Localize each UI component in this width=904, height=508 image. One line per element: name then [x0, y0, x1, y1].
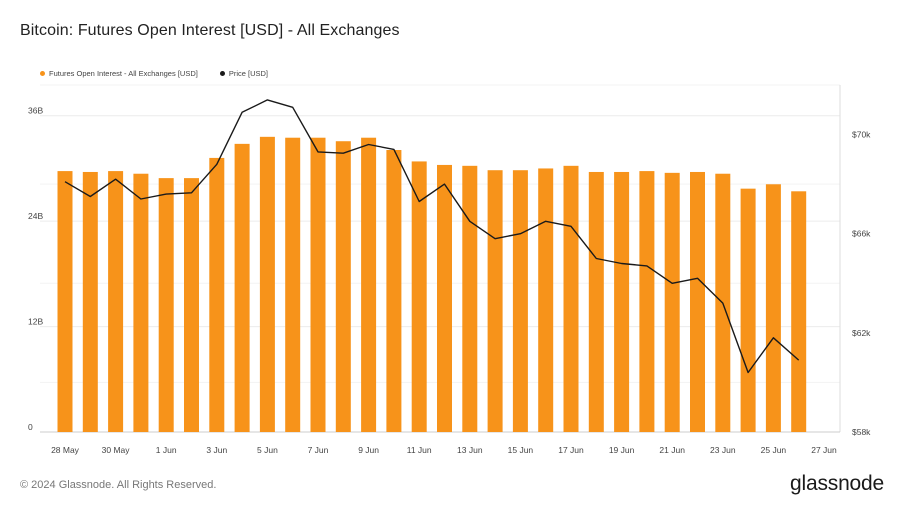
- y-tick-label-right: $66k: [852, 229, 871, 239]
- legend-label-price: Price [USD]: [228, 69, 269, 78]
- bar-open-interest: [462, 165, 478, 432]
- x-tick-label: 19 Jun: [609, 445, 635, 455]
- legend-swatch-price: [219, 71, 225, 76]
- bar-open-interest: [411, 161, 427, 432]
- glassnode-logo[interactable]: glassnode: [790, 472, 884, 495]
- bar-open-interest: [386, 150, 402, 432]
- bar-open-interest: [234, 143, 250, 433]
- legend-label-open-interest: Futures Open Interest - All Exchanges [U…: [49, 69, 198, 78]
- y-tick-label-right: $62k: [852, 328, 871, 338]
- legend-item-open-interest[interactable]: Futures Open Interest - All Exchanges [U…: [40, 69, 198, 78]
- x-tick-label: 11 Jun: [407, 445, 432, 455]
- y-tick-label-left: 36B: [28, 106, 43, 116]
- x-tick-label: 23 Jun: [710, 445, 736, 455]
- x-tick-label: 15 Jun: [508, 445, 534, 455]
- copyright-text: © 2024 Glassnode. All Rights Reserved.: [20, 479, 217, 491]
- bar-open-interest: [512, 170, 528, 433]
- x-tick-label: 27 Jun: [811, 445, 837, 455]
- bar-open-interest: [639, 171, 655, 433]
- line-price: [64, 99, 800, 374]
- bar-open-interest: [209, 157, 225, 432]
- y-tick-label-left: 0: [28, 422, 33, 432]
- bar-open-interest: [538, 168, 554, 433]
- bar-open-interest: [487, 170, 503, 433]
- bar-open-interest: [614, 171, 630, 433]
- bar-open-interest: [690, 171, 705, 433]
- bar-open-interest: [361, 137, 377, 432]
- y-tick-label-right: $70k: [852, 130, 871, 140]
- y-tick-label-left: 12B: [28, 317, 43, 327]
- x-tick-label: 7 Jun: [308, 445, 329, 455]
- bar-open-interest: [184, 178, 199, 432]
- x-tick-label: 3 Jun: [206, 445, 227, 455]
- x-tick-label: 13 Jun: [457, 445, 483, 455]
- bar-open-interest: [133, 173, 149, 433]
- bar-open-interest: [765, 184, 781, 432]
- bar-open-interest: [588, 171, 604, 433]
- legend: Futures Open Interest - All Exchanges [U…: [40, 69, 268, 78]
- bar-open-interest: [740, 188, 756, 432]
- bar-open-interest: [57, 171, 73, 433]
- y-tick-label-left: 24B: [28, 211, 43, 221]
- bar-open-interest: [664, 172, 680, 433]
- x-tick-label: 28 May: [51, 445, 80, 455]
- chart-title: Bitcoin: Futures Open Interest [USD] - A…: [20, 22, 400, 39]
- x-tick-label: 21 Jun: [659, 445, 685, 455]
- bar-open-interest: [82, 171, 98, 433]
- x-tick-label: 5 Jun: [257, 445, 278, 455]
- legend-swatch-open-interest: [40, 71, 45, 76]
- bar-open-interest: [335, 141, 351, 432]
- bar-open-interest: [437, 164, 452, 432]
- x-tick-label: 9 Jun: [358, 445, 379, 455]
- bar-open-interest: [791, 191, 807, 432]
- x-tick-label: 25 Jun: [761, 445, 787, 455]
- bar-open-interest: [259, 136, 275, 432]
- bar-open-interest: [310, 137, 326, 432]
- x-tick-label: 30 May: [102, 445, 131, 455]
- bar-open-interest: [285, 137, 301, 432]
- x-tick-label: 1 Jun: [156, 445, 177, 455]
- bar-open-interest: [563, 165, 579, 432]
- legend-item-price[interactable]: Price [USD]: [219, 69, 269, 78]
- y-tick-label-right: $58k: [852, 427, 871, 437]
- bar-open-interest: [158, 178, 174, 432]
- x-tick-label: 17 Jun: [558, 445, 584, 455]
- bar-open-interest: [108, 171, 124, 433]
